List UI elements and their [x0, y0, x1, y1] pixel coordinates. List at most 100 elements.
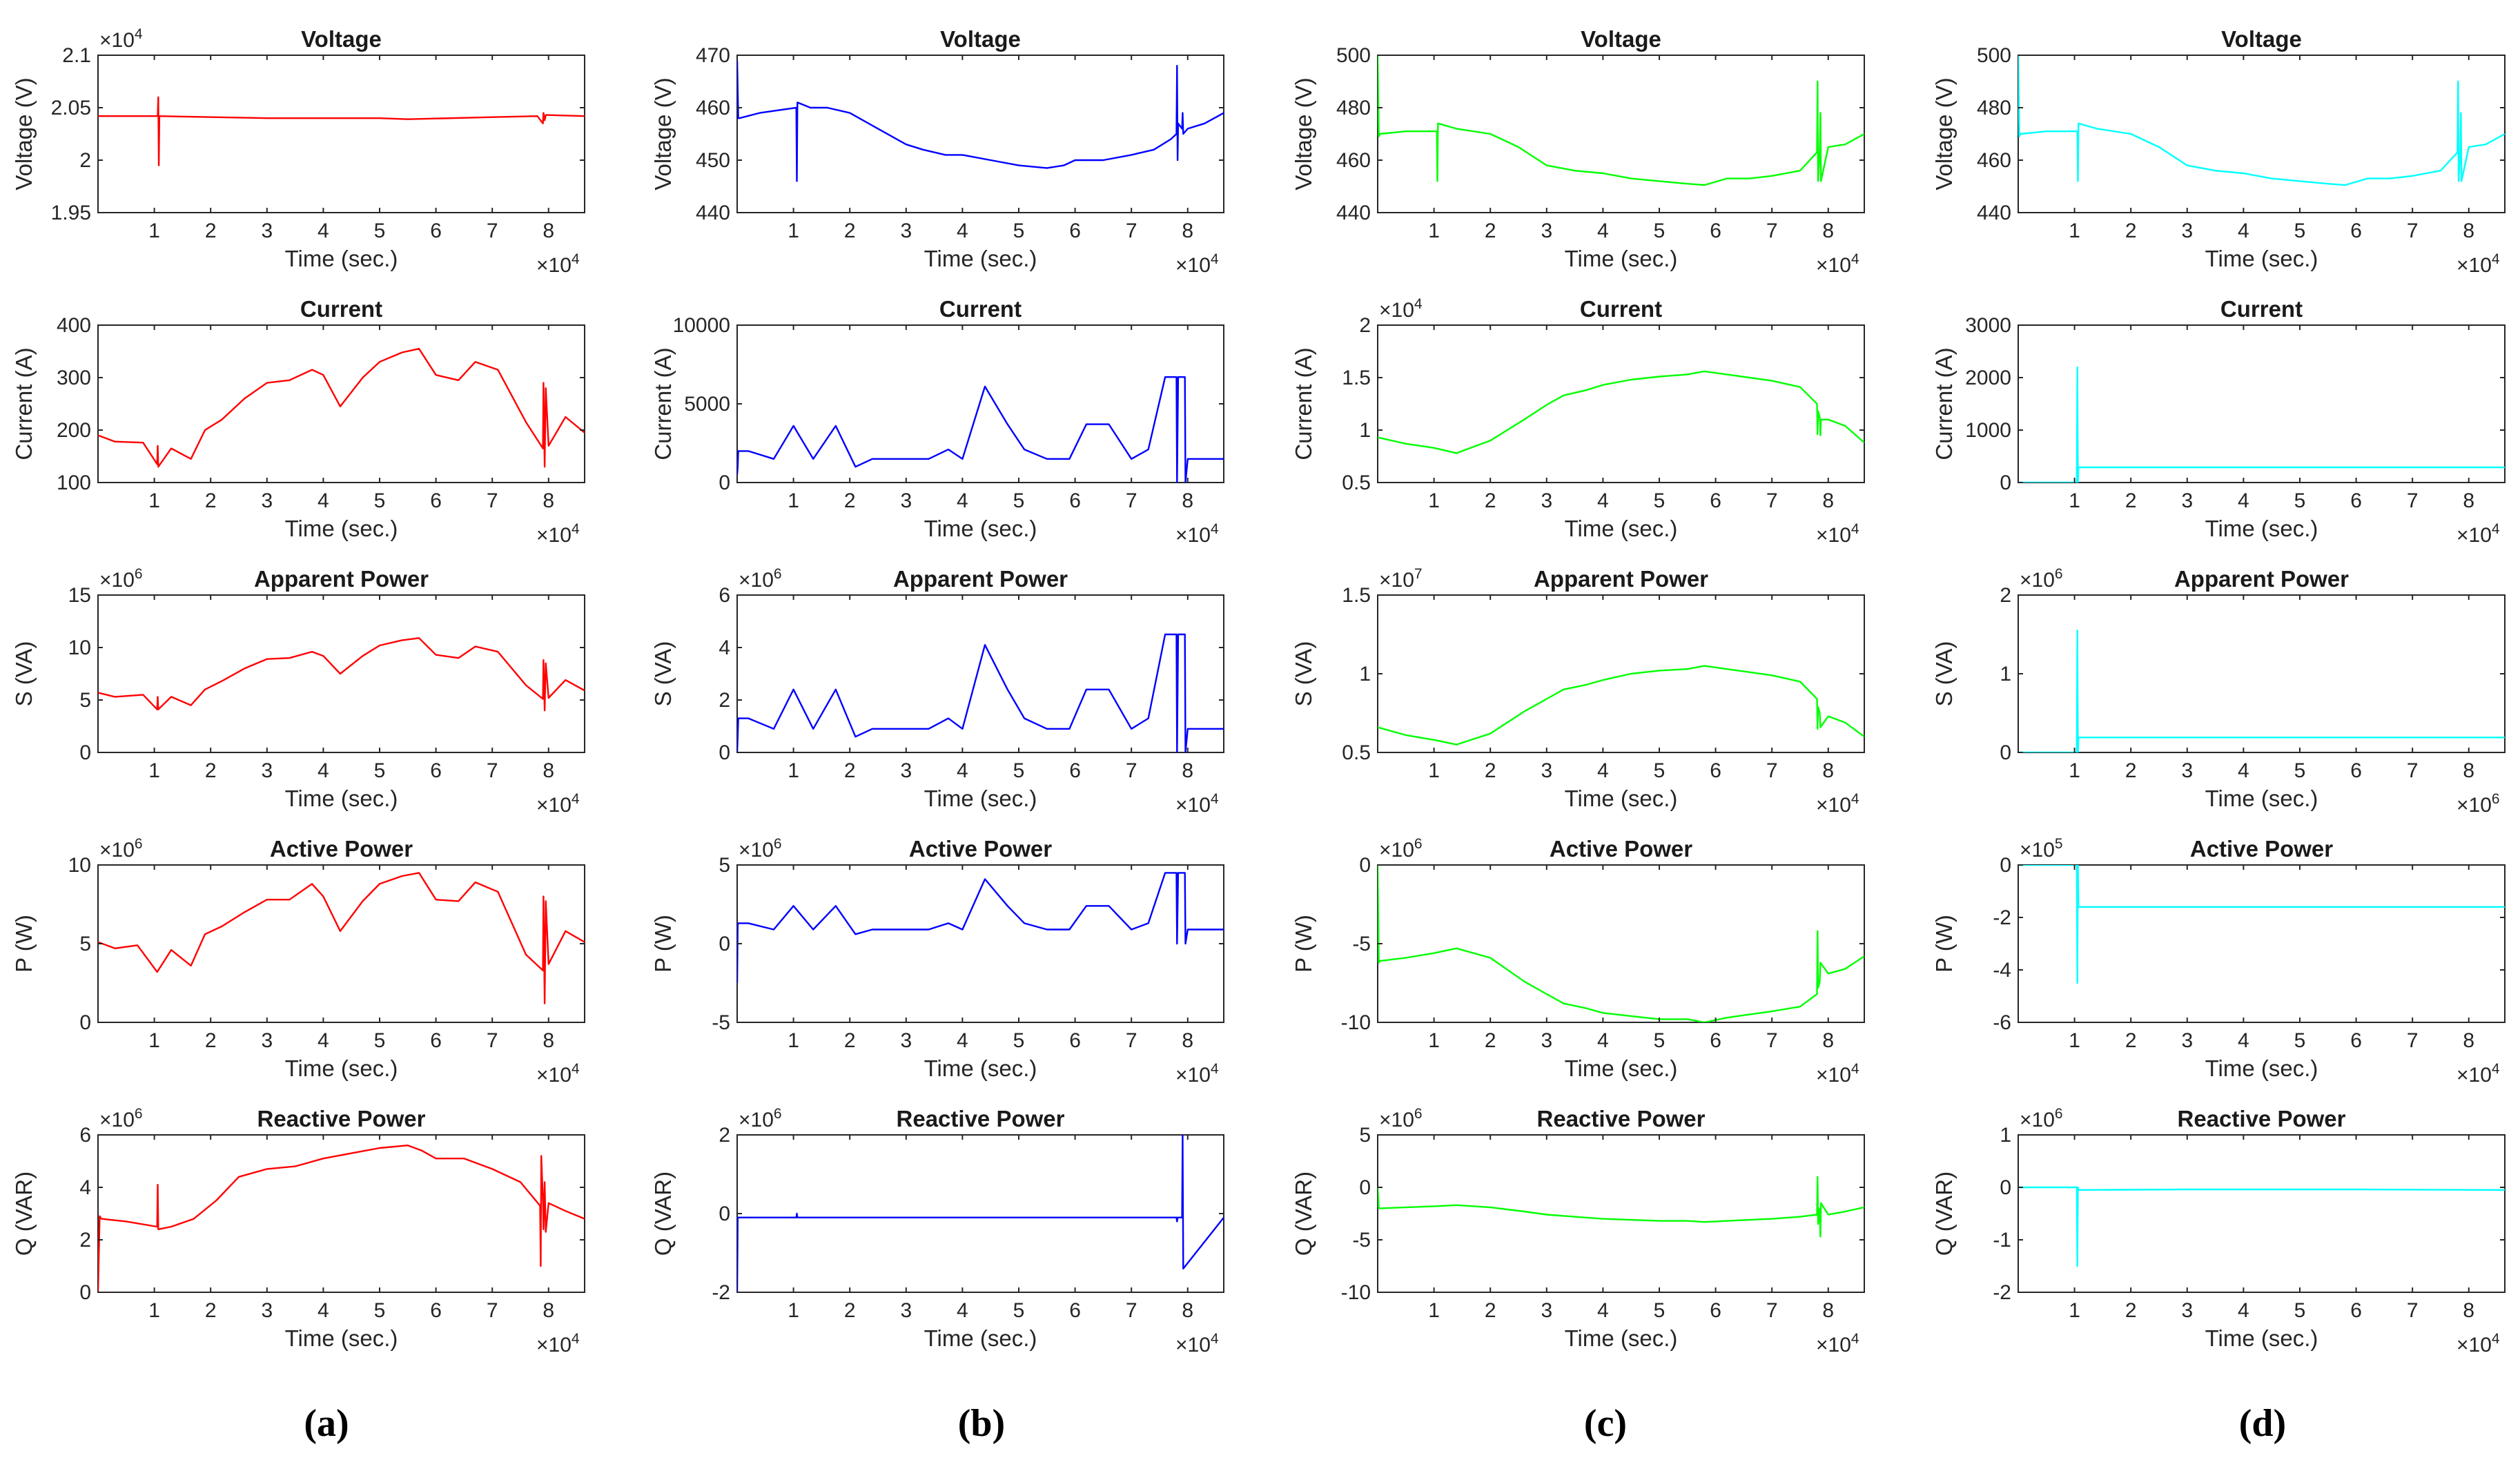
chart-b-voltage-xtick-label: 2	[844, 220, 856, 242]
chart-d-current-xtick-label: 5	[2294, 489, 2306, 512]
chart-c-active-power-ytick-label: -10	[1341, 1011, 1371, 1034]
chart-d-voltage-ytick-label: 460	[1977, 149, 2011, 172]
chart-b-apparent-power: 1 2 3 4 5 6 7 8 0 2 4 6 Apparent Power Time (sec.) S (…	[650, 566, 1224, 817]
chart-d-apparent-power-plot-area	[2018, 630, 2505, 752]
chart-b-active-power-xtick-label: 3	[900, 1029, 912, 1052]
chart-d-current-xtick-label: 8	[2463, 489, 2474, 512]
chart-d-voltage-xtick-label: 2	[2125, 220, 2137, 242]
chart-c-current-xtick-label: 3	[1541, 489, 1552, 512]
chart-b-active-power-ytick-label: -5	[712, 1011, 730, 1034]
chart-d-voltage-ylabel: Voltage (V)	[1931, 77, 1957, 190]
chart-b-current-xtick-label: 6	[1069, 489, 1081, 512]
chart-a-reactive-power-xlabel: Time (sec.)	[285, 1325, 398, 1351]
chart-b-current-ytick-label: 10000	[673, 314, 730, 337]
chart-d-voltage-xtick-label: 8	[2463, 220, 2474, 242]
chart-d-apparent-power-y-exponent: ×106	[2020, 566, 2063, 592]
chart-d-reactive-power-xtick-label: 4	[2238, 1299, 2249, 1322]
chart-b-voltage-plot-area	[737, 60, 1224, 182]
caption-b: (b)	[958, 1402, 1005, 1445]
chart-a-reactive-power-ytick-label: 0	[79, 1281, 91, 1304]
chart-b-current-series-line	[737, 376, 1224, 483]
chart-a-apparent-power-title: Apparent Power	[254, 566, 429, 592]
chart-a-apparent-power-xtick-label: 8	[543, 759, 554, 782]
chart-c-voltage-plot-area	[1378, 55, 1864, 186]
chart-b-reactive-power-xlabel: Time (sec.)	[924, 1325, 1037, 1351]
chart-a-apparent-power-xtick-label: 7	[487, 759, 498, 782]
chart-c-reactive-power-y-exponent: ×106	[1379, 1106, 1423, 1131]
chart-b-current-title: Current	[939, 296, 1022, 322]
chart-b-current-ylabel: Current (A)	[650, 347, 676, 460]
chart-a-voltage-xtick-label: 7	[487, 220, 498, 242]
chart-d-current-xlabel: Time (sec.)	[2205, 516, 2318, 541]
chart-b-apparent-power-xtick-label: 3	[900, 759, 912, 782]
chart-d-voltage-xlabel: Time (sec.)	[2205, 246, 2318, 271]
chart-c-current-axes-box	[1377, 324, 1865, 483]
chart-b-active-power-xtick-label: 2	[844, 1029, 856, 1052]
chart-b-reactive-power-title: Reactive Power	[897, 1106, 1065, 1131]
chart-a-reactive-power-ytick-label: 4	[79, 1176, 91, 1199]
chart-c-apparent-power-xtick-label: 1	[1428, 759, 1440, 782]
chart-b-voltage-ytick-label: 450	[696, 149, 730, 172]
chart-d-active-power-xtick-label: 3	[2181, 1029, 2193, 1052]
chart-c-current-xtick-label: 2	[1485, 489, 1496, 512]
chart-d-current-axes-box	[2018, 324, 2506, 483]
chart-a-active-power-ytick-label: 0	[79, 1011, 91, 1034]
chart-c-voltage-xtick-label: 4	[1597, 220, 1609, 242]
chart-a-current-ytick-label: 100	[57, 471, 91, 494]
chart-d-reactive-power-ytick-label: 1	[2000, 1124, 2011, 1147]
chart-a-apparent-power-y-exponent: ×106	[99, 566, 143, 592]
chart-b-voltage-ytick-label: 440	[696, 202, 730, 224]
chart-b-active-power-xtick-label: 4	[957, 1029, 968, 1052]
chart-b-current-xtick-label: 3	[900, 489, 912, 512]
chart-c-voltage-xlabel: Time (sec.)	[1565, 246, 1678, 271]
chart-a-voltage-axes-box	[97, 55, 585, 213]
chart-c-voltage-axes-box	[1377, 55, 1865, 213]
chart-c-reactive-power-ytick-label: -5	[1352, 1229, 1371, 1252]
chart-a-voltage-xtick-label: 3	[261, 220, 273, 242]
chart-b-apparent-power-xtick-label: 2	[844, 759, 856, 782]
chart-b-voltage-xtick-label: 1	[788, 220, 799, 242]
chart-a-voltage-xtick-label: 1	[148, 220, 160, 242]
chart-b-apparent-power-xtick-label: 5	[1013, 759, 1025, 782]
chart-d-voltage-axes-box	[2018, 55, 2506, 213]
chart-a-apparent-power-xlabel: Time (sec.)	[285, 786, 398, 811]
chart-b-voltage-xlabel: Time (sec.)	[924, 246, 1037, 271]
chart-c-voltage-title: Voltage	[1581, 26, 1661, 52]
chart-d-apparent-power-xlabel: Time (sec.)	[2205, 786, 2318, 811]
chart-c-apparent-power-plot-area	[1378, 665, 1864, 746]
chart-b-reactive-power-xtick-label: 3	[900, 1299, 912, 1322]
chart-d-current-ytick-label: 2000	[1965, 367, 2011, 389]
chart-c-reactive-power-series-line	[1378, 1176, 1864, 1238]
chart-c-voltage-ylabel: Voltage (V)	[1291, 77, 1316, 190]
chart-b-active-power-ylabel: P (W)	[650, 915, 676, 973]
chart-c-reactive-power-axes-box	[1377, 1134, 1865, 1293]
chart-b-current-ytick-label: 0	[719, 471, 730, 494]
chart-b-current-xtick-label: 4	[957, 489, 968, 512]
chart-b-active-power-xtick-label: 7	[1126, 1029, 1137, 1052]
chart-c-apparent-power-xtick-label: 2	[1485, 759, 1496, 782]
chart-b-active-power-title: Active Power	[909, 836, 1052, 862]
chart-c-active-power-axes-box	[1377, 864, 1865, 1023]
chart-b-apparent-power-axes-box	[736, 594, 1224, 753]
chart-c-current-xtick-label: 7	[1766, 489, 1778, 512]
chart-a-active-power-xtick-label: 6	[430, 1029, 442, 1052]
chart-d-active-power-xtick-label: 8	[2463, 1029, 2474, 1052]
chart-c-active-power-title: Active Power	[1550, 836, 1692, 862]
chart-d-active-power-x-exponent: ×104	[2456, 1061, 2500, 1087]
chart-c-active-power-xtick-label: 2	[1485, 1029, 1496, 1052]
chart-c-apparent-power-series-line	[1378, 665, 1864, 746]
chart-d-reactive-power-y-exponent: ×106	[2020, 1106, 2063, 1131]
chart-b-reactive-power-xtick-label: 7	[1126, 1299, 1137, 1322]
chart-c-voltage: 1 2 3 4 5 6 7 8 440 460 480 500 Voltage Time (sec.) Vo…	[1291, 26, 1865, 277]
chart-b-active-power-axes-box	[736, 864, 1224, 1023]
chart-c-active-power-plot-area	[1378, 865, 1864, 1022]
chart-a-apparent-power: 1 2 3 4 5 6 7 8 0 5 10 15 Apparent Power Time (sec.) S…	[11, 566, 585, 817]
chart-d-active-power-xtick-label: 4	[2238, 1029, 2249, 1052]
chart-a-active-power-y-exponent: ×106	[99, 836, 143, 862]
chart-b-current: 1 2 3 4 5 6 7 8 0 5000 10000 Current Time (sec.) Curr…	[650, 296, 1224, 547]
chart-a-active-power-xtick-label: 7	[487, 1029, 498, 1052]
chart-b-apparent-power-ylabel: S (VA)	[650, 641, 676, 707]
chart-c-active-power-x-exponent: ×104	[1816, 1061, 1859, 1087]
chart-b-voltage-series-line	[737, 60, 1224, 182]
